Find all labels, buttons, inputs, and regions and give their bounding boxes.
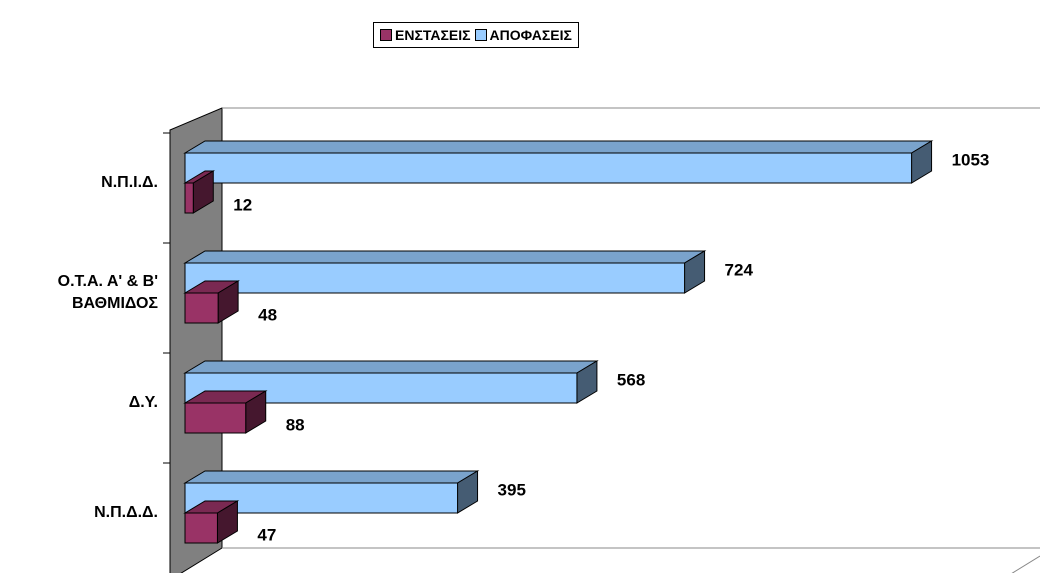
bar-face [184, 292, 219, 324]
ticks [163, 132, 170, 464]
bar [183, 140, 934, 184]
bar-face [184, 482, 459, 514]
value-label: 12 [233, 195, 252, 214]
legend-label: ΑΠΟΦΑΣΕΙΣ [489, 27, 572, 43]
bar [183, 500, 240, 544]
legend-swatch [380, 29, 392, 41]
value-label: 48 [258, 305, 277, 324]
bar-face [183, 360, 599, 374]
bar-face [184, 262, 686, 294]
bar [183, 360, 599, 404]
bar [183, 470, 480, 514]
bar-face [184, 372, 578, 404]
value-label: 47 [257, 525, 276, 544]
category-label: Ο.Τ.Α. Α' & Β' ΒΑΘΜΙΔΟΣ [57, 273, 158, 312]
bar-face [184, 512, 218, 544]
bar [183, 390, 268, 434]
value-label: 395 [498, 480, 526, 499]
value-label: 1053 [952, 150, 990, 169]
bar-face [183, 140, 934, 154]
category-label: Ν.Π.Δ.Δ. [94, 504, 158, 521]
legend-label: ΕΝΣΤΑΣΕΙΣ [395, 27, 471, 43]
value-label: 568 [617, 370, 645, 389]
category-label: Δ.Υ. [128, 394, 158, 411]
bar-face [184, 182, 194, 214]
bar [183, 280, 240, 324]
bar [183, 170, 216, 214]
category-label: Ν.Π.Ι.Δ. [101, 174, 158, 191]
legend: ΕΝΣΤΑΣΕΙΣ ΑΠΟΦΑΣΕΙΣ [373, 22, 579, 48]
value-label: 88 [286, 415, 305, 434]
bar-face [183, 470, 480, 484]
floor-line [1011, 555, 1040, 573]
bar-face [184, 152, 913, 184]
bar [183, 250, 707, 294]
value-label: 724 [725, 260, 754, 279]
legend-swatch [474, 29, 487, 41]
bar-face [183, 250, 707, 264]
legend-item: ΕΝΣΤΑΣΕΙΣ [380, 27, 471, 43]
bar-face [184, 402, 247, 434]
legend-item: ΑΠΟΦΑΣΕΙΣ [474, 27, 572, 43]
